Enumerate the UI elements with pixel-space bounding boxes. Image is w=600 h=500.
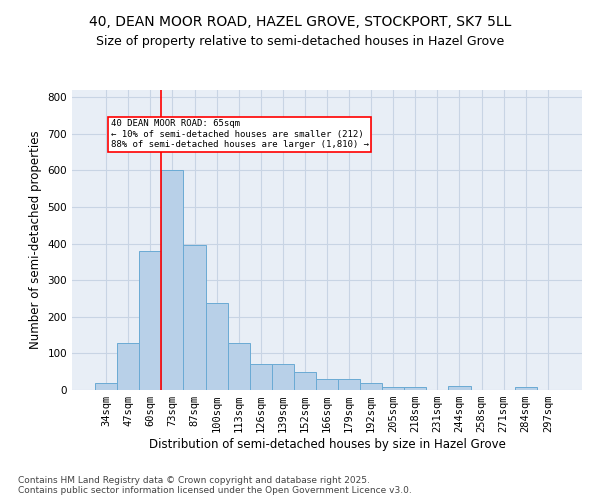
Text: Size of property relative to semi-detached houses in Hazel Grove: Size of property relative to semi-detach… (96, 35, 504, 48)
Bar (338, 379, 360, 390)
Bar (139, 251, 161, 390)
Bar (294, 372, 316, 390)
Bar (404, 387, 427, 390)
Bar (360, 384, 382, 390)
Bar (184, 246, 206, 390)
Bar (272, 364, 294, 390)
X-axis label: Distribution of semi-detached houses by size in Hazel Grove: Distribution of semi-detached houses by … (149, 438, 505, 451)
Text: 40 DEAN MOOR ROAD: 65sqm
← 10% of semi-detached houses are smaller (212)
88% of : 40 DEAN MOOR ROAD: 65sqm ← 10% of semi-d… (110, 120, 368, 149)
Bar (227, 343, 250, 390)
Bar (515, 387, 537, 390)
Bar (117, 343, 139, 390)
Bar (206, 303, 227, 390)
Bar (95, 382, 117, 390)
Bar (382, 387, 404, 390)
Text: 40, DEAN MOOR ROAD, HAZEL GROVE, STOCKPORT, SK7 5LL: 40, DEAN MOOR ROAD, HAZEL GROVE, STOCKPO… (89, 15, 511, 29)
Bar (250, 364, 272, 390)
Bar (161, 170, 184, 390)
Bar (316, 379, 338, 390)
Bar (448, 386, 470, 390)
Y-axis label: Number of semi-detached properties: Number of semi-detached properties (29, 130, 42, 350)
Text: Contains HM Land Registry data © Crown copyright and database right 2025.
Contai: Contains HM Land Registry data © Crown c… (18, 476, 412, 495)
